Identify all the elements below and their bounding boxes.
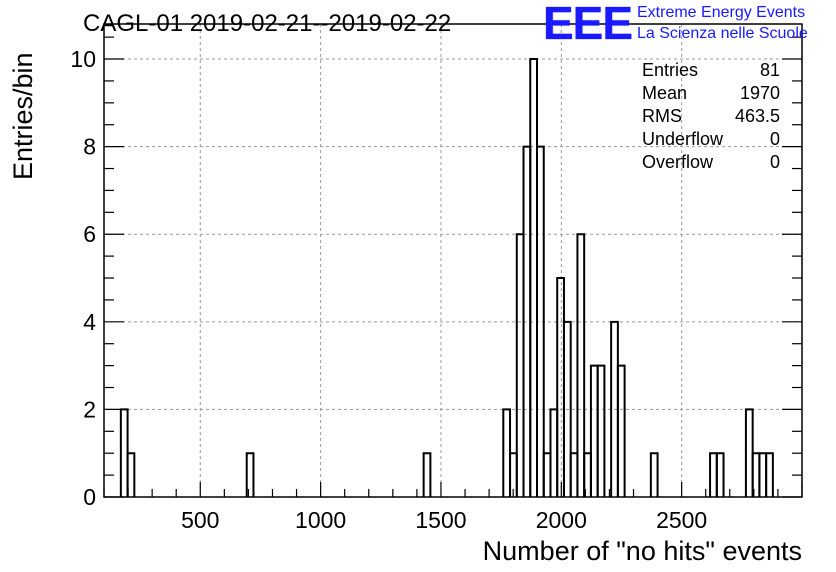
stat-entries: Entries 81	[642, 60, 780, 83]
y-tick-label: 6	[83, 221, 96, 247]
histogram-bar	[569, 452, 579, 497]
stat-value: 463.5	[734, 106, 780, 126]
histogram-bar	[245, 452, 255, 497]
stat-label: Mean	[642, 83, 688, 103]
stat-label: RMS	[642, 106, 682, 126]
histogram-bar	[119, 408, 129, 497]
stat-label: Overflow	[642, 152, 714, 172]
histogram-bar	[549, 408, 559, 497]
histogram-bar	[576, 233, 586, 497]
chart-title: CAGL-01 2019-02-21--2019-02-22	[83, 10, 452, 37]
stats-box: Entries 81 Mean 1970 RMS 463.5 Underflow…	[642, 60, 780, 175]
stat-label: Underflow	[642, 129, 724, 149]
stat-rms: RMS 463.5	[642, 106, 780, 129]
x-axis-label: Number of "no hits" events	[482, 536, 802, 566]
histogram-bar	[649, 452, 659, 497]
histogram-bar	[556, 277, 565, 497]
x-tick-label: 500	[181, 507, 219, 533]
histogram-bar	[616, 364, 626, 497]
x-tick-label: 1500	[415, 507, 466, 533]
x-tick-label: 2500	[656, 507, 707, 533]
histogram-bar	[536, 145, 545, 497]
org-name-line1: Extreme Energy Events	[637, 4, 806, 21]
stat-value: 1970	[739, 83, 780, 103]
histogram-bar	[596, 364, 606, 497]
histogram-bar	[502, 408, 512, 497]
eee-logo: EEE	[543, 0, 633, 49]
y-tick-label: 4	[83, 309, 96, 335]
histogram-bar	[765, 452, 774, 497]
histogram-bar	[562, 320, 572, 497]
histogram-bar	[758, 452, 768, 497]
histogram-bar	[515, 233, 525, 497]
histogram-bar	[589, 364, 599, 497]
stat-value: 0	[769, 129, 780, 149]
histogram-bar	[542, 452, 552, 497]
y-tick-label: 8	[83, 134, 96, 160]
histogram-bar	[126, 452, 136, 497]
y-tick-label: 10	[70, 46, 96, 72]
stat-value: 81	[759, 60, 780, 80]
plot-frame	[103, 23, 803, 498]
y-axis-label: Entries/bin	[8, 52, 38, 180]
histogram-bar	[709, 452, 718, 497]
org-name-line2: La Scienza nelle Scuole	[637, 25, 808, 42]
histogram-bar	[744, 408, 754, 497]
histogram-bar	[422, 452, 432, 497]
histogram-bar	[715, 452, 725, 497]
x-tick-label: 1000	[295, 507, 346, 533]
stat-underflow: Underflow 0	[642, 129, 780, 152]
stat-value: 0	[769, 152, 780, 172]
stat-overflow: Overflow 0	[642, 152, 780, 175]
stat-mean: Mean 1970	[642, 83, 780, 106]
stat-label: Entries	[642, 60, 699, 80]
histogram-bar	[529, 58, 539, 497]
y-tick-label: 2	[83, 396, 96, 422]
y-tick-label: 0	[83, 484, 96, 510]
x-tick-label: 2000	[536, 507, 587, 533]
